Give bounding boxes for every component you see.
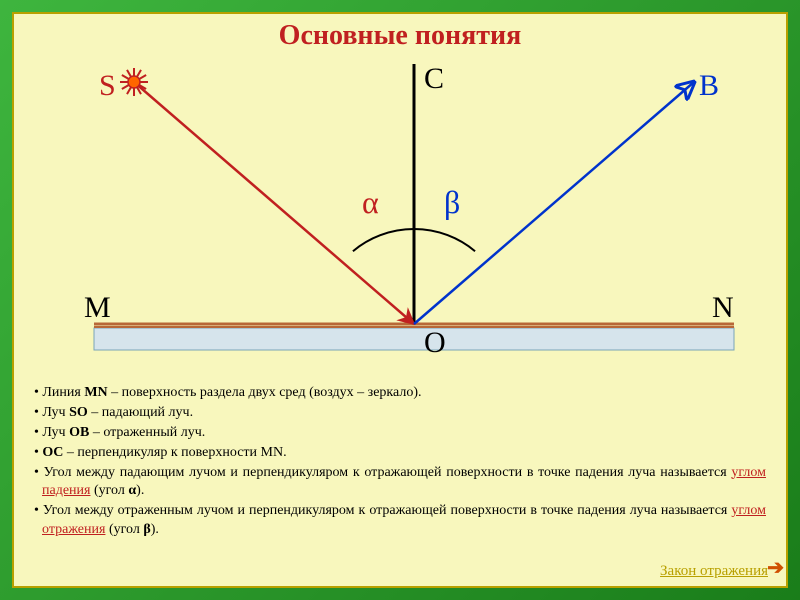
t3b: OB <box>69 425 89 440</box>
t5c: (угол <box>90 483 128 498</box>
t1b: MN <box>84 385 107 400</box>
label-M: M <box>84 291 111 325</box>
t6b: β <box>143 522 150 537</box>
t4b: OC <box>42 445 63 460</box>
label-S: S <box>99 69 116 103</box>
t1c: – поверхность раздела двух сред (воздух … <box>108 385 422 400</box>
label-O: O <box>424 326 446 360</box>
t6e: ). <box>151 522 159 537</box>
t6a: • Угол между отраженным лучом и перпенди… <box>34 503 731 518</box>
t5b: α <box>128 483 136 498</box>
outer-frame: Основные понятия S C B M O N α β • Линия… <box>0 0 800 600</box>
t4c: – перпендикуляр к поверхности MN. <box>63 445 286 460</box>
t2c: – падающий луч. <box>88 405 193 420</box>
label-C: C <box>424 62 444 96</box>
definitions-text: • Линия MN – поверхность раздела двух ср… <box>34 384 766 541</box>
label-alpha: α <box>362 184 379 221</box>
label-beta: β <box>444 184 460 221</box>
t6c: (угол <box>105 522 143 537</box>
t5a: • Угол между падающим лучом и перпендику… <box>34 465 731 480</box>
label-B: B <box>699 69 719 103</box>
reflection-diagram: S C B M O N α β <box>14 44 786 374</box>
t3c: – отраженный луч. <box>89 425 205 440</box>
t1a: • Линия <box>34 385 84 400</box>
inner-panel: Основные понятия S C B M O N α β • Линия… <box>12 12 788 588</box>
t2a: • Луч <box>34 405 69 420</box>
label-N: N <box>712 291 734 325</box>
t5e: ). <box>136 483 144 498</box>
t2b: SO <box>69 405 88 420</box>
next-arrow-icon[interactable]: ➔ <box>767 555 784 580</box>
law-of-reflection-link[interactable]: Закон отражения <box>660 563 768 580</box>
t3a: • Луч <box>34 425 69 440</box>
